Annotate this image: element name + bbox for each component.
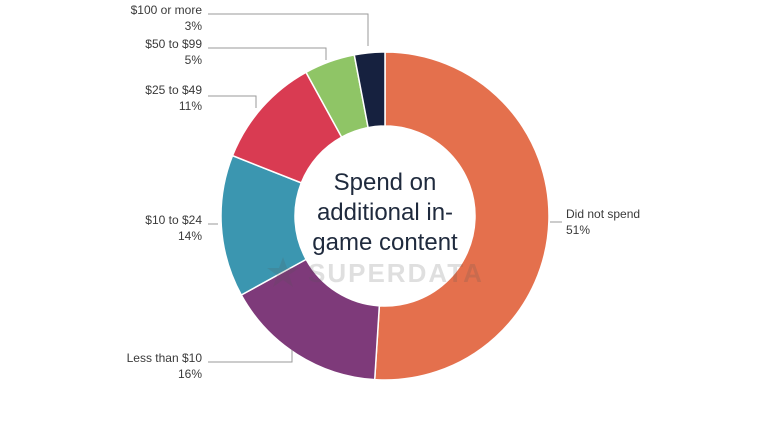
slice-value-text: 51% — [566, 223, 591, 237]
label-100-or-more: $100 or more 3% — [90, 2, 202, 34]
center-title-line-1: Spend on — [333, 169, 437, 196]
leader-line-less-than-10 — [208, 350, 293, 363]
slice-value-text: 14% — [177, 229, 202, 243]
leader-line-100-or-more — [208, 13, 369, 46]
slice-label-text: $25 to $49 — [145, 83, 202, 97]
leader-line-25-to-49 — [208, 95, 257, 108]
leader-line-50-to-99 — [208, 47, 327, 60]
center-title-line-3: game content — [312, 229, 458, 256]
slice-value-text: 16% — [177, 367, 202, 381]
slice-value-text: 11% — [178, 99, 202, 113]
slice-label-text: Did not spend — [566, 207, 641, 221]
slice-value-text: 3% — [184, 19, 202, 33]
slice-label-text: $50 to $99 — [145, 37, 202, 51]
label-did-not-spend: Did not spend 51% — [566, 206, 640, 238]
label-25-to-49: $25 to $49 11% — [90, 82, 202, 114]
slice-label-text: Less than $10 — [126, 351, 202, 365]
label-10-to-24: $10 to $24 14% — [90, 212, 202, 244]
slices-group — [220, 51, 550, 381]
donut-slice-100-or-more — [353, 51, 386, 129]
slice-label-text: $10 to $24 — [145, 213, 202, 227]
center-title-line-2: additional in- — [316, 199, 454, 226]
leader-lines-group — [208, 13, 562, 363]
label-50-to-99: $50 to $99 5% — [90, 36, 202, 68]
donut-slice-did-not-spend — [373, 51, 550, 381]
slice-label-text: $100 or more — [130, 3, 202, 17]
slice-value-text: 5% — [184, 53, 202, 67]
chart-center-title: Spend on additional in- game content — [300, 168, 470, 258]
label-less-than-10: Less than $10 16% — [90, 350, 202, 382]
